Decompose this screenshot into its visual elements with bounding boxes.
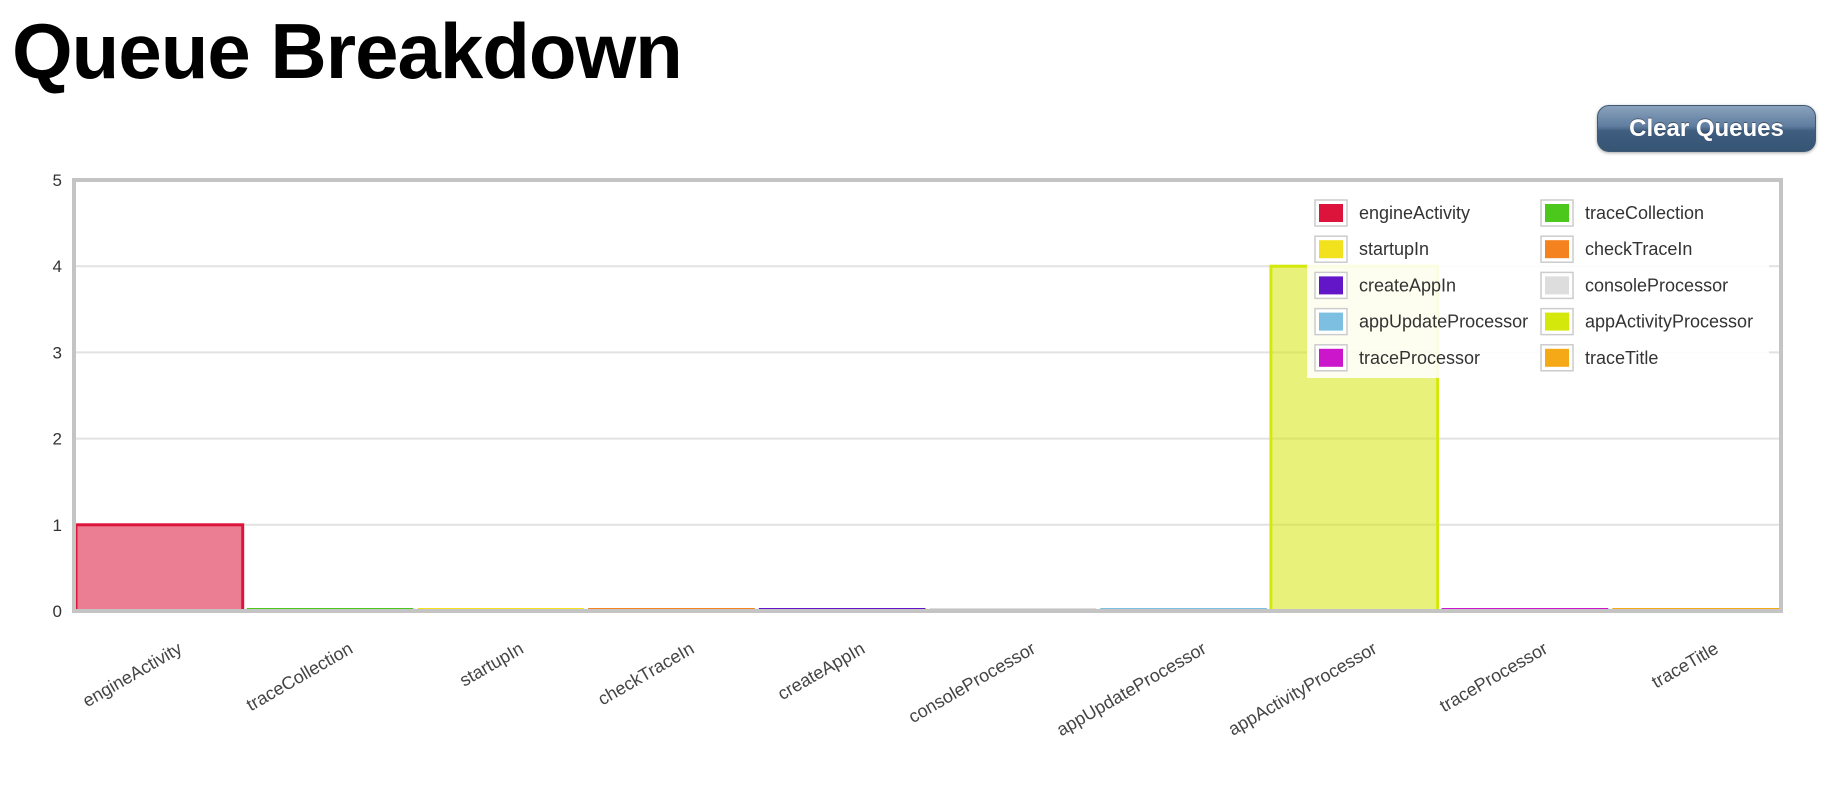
- legend-label: appActivityProcessor: [1585, 312, 1753, 332]
- y-tick-label: 4: [53, 257, 62, 276]
- legend-swatch: [1545, 348, 1569, 367]
- y-axis-ticks: 0 1 2 3 4 5: [53, 171, 62, 621]
- legend-swatch: [1319, 240, 1343, 259]
- y-tick-label: 2: [53, 430, 62, 449]
- page-title: Queue Breakdown: [12, 7, 683, 95]
- legend-label: traceTitle: [1585, 348, 1658, 368]
- x-tick-label: consoleProcessor: [905, 638, 1039, 727]
- legend-swatch: [1545, 276, 1569, 295]
- x-tick-label: traceTitle: [1648, 638, 1722, 692]
- legend-swatch: [1545, 312, 1569, 331]
- legend-label: appUpdateProcessor: [1359, 312, 1528, 332]
- x-tick-label: createAppIn: [774, 638, 868, 704]
- legend-label: startupIn: [1359, 239, 1429, 259]
- legend-swatch: [1545, 240, 1569, 259]
- legend-label: checkTraceIn: [1585, 239, 1692, 259]
- legend-swatch: [1319, 312, 1343, 331]
- legend-swatch: [1319, 348, 1343, 367]
- y-tick-label: 5: [53, 171, 62, 190]
- x-tick-label: startupIn: [456, 638, 527, 690]
- x-tick-label: appUpdateProcessor: [1053, 638, 1209, 740]
- legend-label: createAppIn: [1359, 275, 1456, 295]
- bar: [74, 523, 245, 613]
- x-tick-label: traceProcessor: [1436, 638, 1551, 716]
- plot-frame: [72, 178, 1783, 613]
- clear-queues-button[interactable]: Clear Queues: [1597, 105, 1816, 152]
- x-axis-labels: engineActivity traceCollection startupIn ch…: [79, 638, 1721, 740]
- x-tick-label: traceCollection: [243, 638, 356, 715]
- y-tick-label: 3: [53, 343, 62, 362]
- legend-label: consoleProcessor: [1585, 275, 1728, 295]
- legend-swatch: [1319, 204, 1343, 222]
- x-tick-label: checkTraceIn: [594, 638, 697, 709]
- legend-label: engineActivity: [1359, 203, 1470, 223]
- legend-swatch: [1545, 204, 1569, 222]
- legend: engineActivity traceCollection startupIn ch…: [1307, 190, 1769, 378]
- y-tick-label: 1: [53, 516, 62, 535]
- x-tick-label: appActivityProcessor: [1225, 638, 1381, 739]
- legend-label: traceCollection: [1585, 203, 1704, 223]
- x-tick-label: engineActivity: [79, 638, 185, 711]
- y-tick-label: 0: [53, 602, 62, 621]
- legend-background: [1307, 190, 1769, 378]
- legend-label: traceProcessor: [1359, 348, 1480, 368]
- legend-swatch: [1319, 276, 1343, 295]
